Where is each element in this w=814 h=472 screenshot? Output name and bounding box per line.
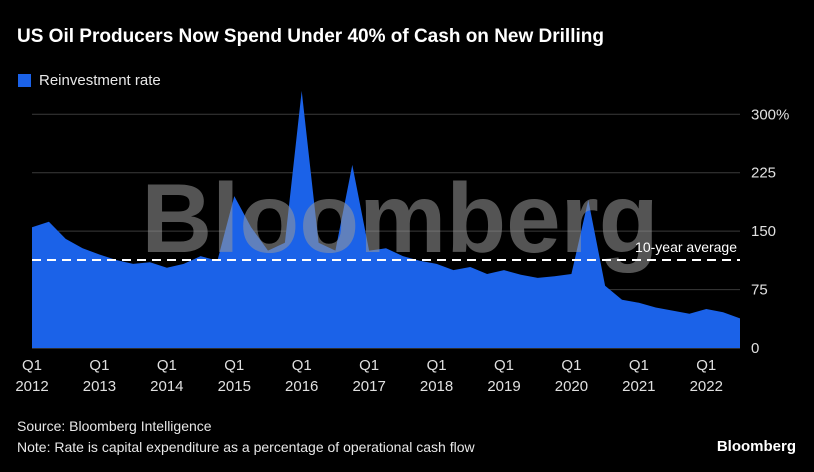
x-tick-label-year: 2022 bbox=[690, 378, 723, 395]
x-tick-label-quarter: Q1 bbox=[89, 357, 109, 374]
source-text: Source: Bloomberg Intelligence bbox=[17, 418, 212, 434]
note-text: Note: Rate is capital expenditure as a p… bbox=[17, 439, 475, 455]
watermark-text: Bloomberg bbox=[141, 163, 658, 273]
legend: Reinvestment rate bbox=[18, 72, 161, 89]
x-tick-label-quarter: Q1 bbox=[629, 357, 649, 374]
average-line-label: 10-year average bbox=[635, 239, 737, 255]
x-tick-label-year: 2018 bbox=[420, 378, 453, 395]
x-tick-label-year: 2013 bbox=[83, 378, 116, 395]
y-tick-label: 0 bbox=[751, 340, 759, 357]
x-tick-label-quarter: Q1 bbox=[427, 357, 447, 374]
x-tick-label-quarter: Q1 bbox=[696, 357, 716, 374]
x-tick-label-quarter: Q1 bbox=[561, 357, 581, 374]
page-title: US Oil Producers Now Spend Under 40% of … bbox=[17, 26, 604, 47]
x-tick-label-year: 2012 bbox=[15, 378, 48, 395]
y-tick-label: 150 bbox=[751, 223, 776, 240]
legend-swatch-icon bbox=[18, 74, 31, 87]
x-tick-label-quarter: Q1 bbox=[224, 357, 244, 374]
x-tick-label-year: 2019 bbox=[487, 378, 520, 395]
y-tick-label: 225 bbox=[751, 165, 776, 182]
x-tick-label-quarter: Q1 bbox=[22, 357, 42, 374]
x-tick-label-year: 2020 bbox=[555, 378, 588, 395]
x-tick-label-quarter: Q1 bbox=[494, 357, 514, 374]
x-tick-label-year: 2015 bbox=[218, 378, 251, 395]
x-tick-label-quarter: Q1 bbox=[157, 357, 177, 374]
area-series-reinvestment-rate bbox=[32, 90, 740, 349]
x-tick-label-year: 2021 bbox=[622, 378, 655, 395]
x-tick-label-year: 2016 bbox=[285, 378, 318, 395]
bloomberg-logo: Bloomberg bbox=[716, 438, 796, 455]
legend-label: Reinvestment rate bbox=[39, 72, 161, 89]
x-tick-label-year: 2014 bbox=[150, 378, 183, 395]
y-tick-label: 300% bbox=[751, 106, 789, 123]
y-tick-label: 75 bbox=[751, 282, 768, 299]
x-tick-label-quarter: Q1 bbox=[359, 357, 379, 374]
x-tick-label-quarter: Q1 bbox=[292, 357, 312, 374]
x-tick-label-year: 2017 bbox=[352, 378, 385, 395]
